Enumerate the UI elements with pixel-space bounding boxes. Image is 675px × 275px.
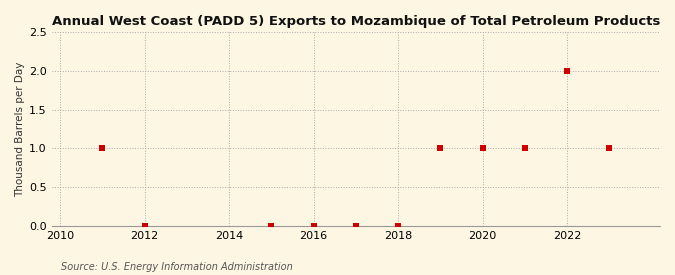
Point xyxy=(308,224,319,228)
Point xyxy=(435,146,446,150)
Point xyxy=(477,146,488,150)
Point xyxy=(520,146,531,150)
Point xyxy=(350,224,361,228)
Point xyxy=(393,224,404,228)
Title: Annual West Coast (PADD 5) Exports to Mozambique of Total Petroleum Products: Annual West Coast (PADD 5) Exports to Mo… xyxy=(52,15,660,28)
Point xyxy=(97,146,108,150)
Point xyxy=(266,224,277,228)
Point xyxy=(139,224,150,228)
Y-axis label: Thousand Barrels per Day: Thousand Barrels per Day xyxy=(15,61,25,197)
Point xyxy=(562,68,572,73)
Point xyxy=(604,146,615,150)
Text: Source: U.S. Energy Information Administration: Source: U.S. Energy Information Administ… xyxy=(61,262,292,272)
